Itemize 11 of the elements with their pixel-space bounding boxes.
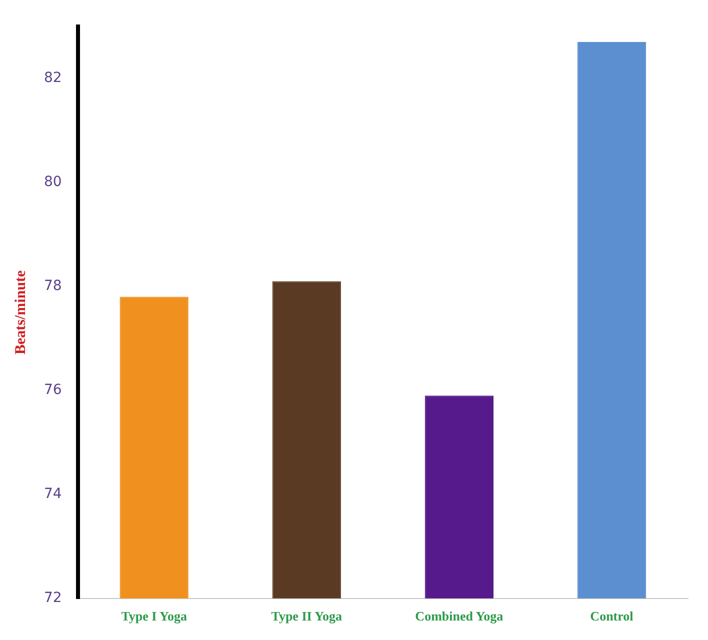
x-tick-label: Type I Yoga [121, 608, 188, 624]
x-tick-label: Control [590, 608, 634, 624]
y-tick-label: 82 [44, 70, 62, 86]
y-tick-label: 78 [44, 278, 62, 294]
y-tick-label: 74 [44, 486, 62, 502]
y-axis-title: Beats/minute [12, 270, 29, 354]
y-tick-label: 80 [44, 174, 62, 190]
x-tick-label: Type II Yoga [271, 608, 343, 624]
x-tick-label: Combined Yoga [415, 608, 504, 624]
y-tick-label: 72 [44, 590, 62, 606]
y-tick-label: 76 [44, 382, 62, 398]
